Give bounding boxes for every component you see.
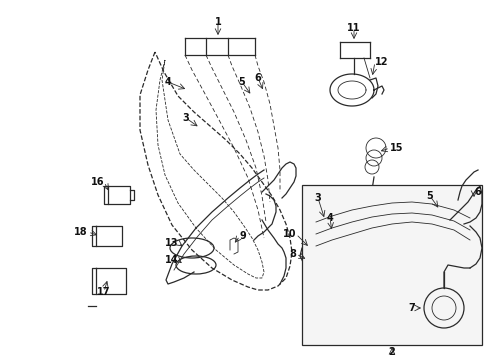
Bar (302, 185, 481, 345)
Text: 7: 7 (407, 303, 414, 313)
Text: 17: 17 (97, 287, 110, 297)
Text: 5: 5 (426, 191, 432, 201)
Text: 13: 13 (164, 238, 178, 248)
Text: 4: 4 (164, 77, 171, 87)
Text: 6: 6 (473, 187, 480, 197)
Text: 15: 15 (389, 143, 403, 153)
Text: 11: 11 (346, 23, 360, 33)
Text: 3: 3 (314, 193, 321, 203)
Text: 2: 2 (388, 347, 395, 357)
Text: 18: 18 (74, 227, 88, 237)
Text: 5: 5 (238, 77, 245, 87)
Text: 3: 3 (182, 113, 189, 123)
Text: 6: 6 (254, 73, 261, 83)
Text: 9: 9 (240, 231, 246, 241)
Text: 10: 10 (282, 229, 295, 239)
Text: 14: 14 (164, 255, 178, 265)
Text: 1: 1 (214, 17, 221, 27)
Text: 12: 12 (374, 57, 387, 67)
Text: 4: 4 (326, 213, 333, 223)
Text: 8: 8 (288, 249, 295, 259)
Text: 16: 16 (90, 177, 104, 187)
